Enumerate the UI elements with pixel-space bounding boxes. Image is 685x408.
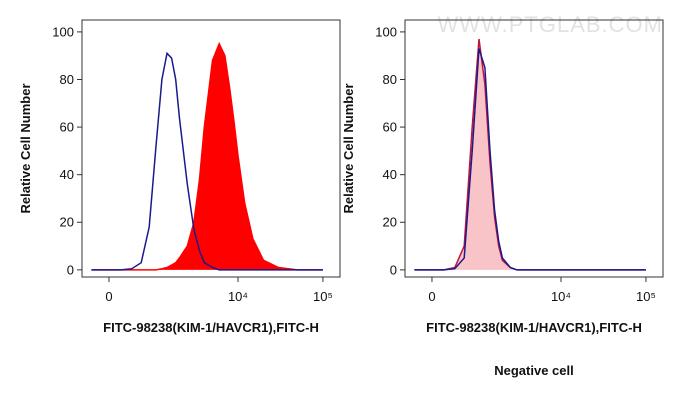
y-tick-label: 0 [390, 262, 397, 277]
y-tick-label: 80 [383, 72, 397, 87]
y-tick-label: 20 [60, 215, 74, 230]
x-tick-label: 0 [105, 289, 112, 304]
plot-frame [404, 19, 664, 278]
histogram-area [414, 38, 646, 271]
x-tick-label: 10⁵ [313, 289, 333, 304]
x-tick-label: 10⁴ [228, 289, 248, 304]
y-tick-label: 60 [60, 120, 74, 135]
x-axis-label: FITC-98238(KIM-1/HAVCR1),FITC-H [426, 320, 642, 335]
subtitle: Negative cell [494, 363, 574, 378]
y-tick-label: 100 [375, 24, 397, 39]
y-tick-label: 0 [67, 262, 74, 277]
histogram-area [91, 41, 323, 271]
y-axis-label: Relative Cell Number [18, 83, 33, 213]
x-tick-label: 10⁴ [551, 289, 571, 304]
y-tick-label: 60 [383, 120, 397, 135]
histogram-line [91, 51, 323, 271]
y-tick-label: 80 [60, 72, 74, 87]
x-axis-label: FITC-98238(KIM-1/HAVCR1),FITC-H [103, 320, 319, 335]
y-tick-label: 40 [383, 167, 397, 182]
y-tick-label: 20 [383, 215, 397, 230]
y-tick-label: 100 [52, 24, 74, 39]
x-tick-label: 0 [428, 289, 435, 304]
plot-frame [81, 19, 341, 278]
watermark: WWW.PTGLAB.COM [438, 12, 663, 37]
y-tick-label: 40 [60, 167, 74, 182]
y-axis-label: Relative Cell Number [341, 83, 356, 213]
x-tick-label: 10⁵ [636, 289, 656, 304]
histogram-line [414, 48, 646, 271]
